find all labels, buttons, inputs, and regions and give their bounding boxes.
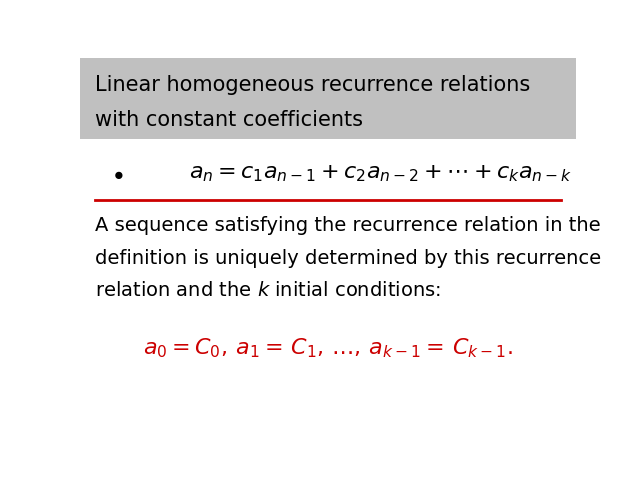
FancyBboxPatch shape	[80, 58, 576, 139]
Text: relation and the $k$ initial conditions:: relation and the $k$ initial conditions:	[95, 281, 441, 300]
Text: Linear homogeneous recurrence relations: Linear homogeneous recurrence relations	[95, 75, 530, 96]
Text: with constant coefficients: with constant coefficients	[95, 110, 363, 131]
Text: $\bullet$: $\bullet$	[110, 162, 124, 186]
Text: A sequence satisfying the recurrence relation in the: A sequence satisfying the recurrence rel…	[95, 216, 600, 235]
Text: $a_0 = C_0,\, a_1 =\, C_1,\, \ldots,\, a_{k-1} =\, C_{k-1}.$: $a_0 = C_0,\, a_1 =\, C_1,\, \ldots,\, a…	[143, 336, 513, 360]
Text: definition is uniquely determined by this recurrence: definition is uniquely determined by thi…	[95, 249, 601, 268]
Text: $a_n = c_1a_{n-1} + c_2a_{n-2} + \cdots + c_ka_{n-k}$: $a_n = c_1a_{n-1} + c_2a_{n-2} + \cdots …	[189, 164, 572, 184]
